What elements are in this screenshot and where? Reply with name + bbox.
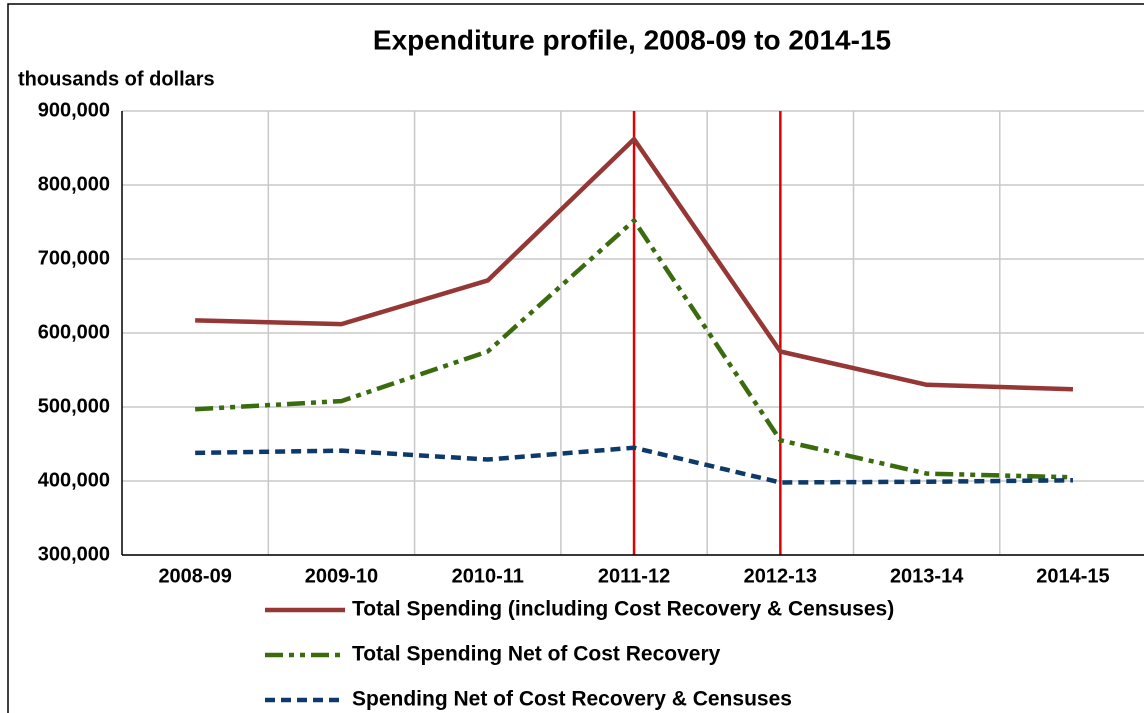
- y-tick-label: 900,000: [38, 99, 110, 121]
- y-tick-label: 300,000: [38, 543, 110, 565]
- x-tick-label: 2012-13: [744, 565, 817, 587]
- series-line: [195, 445, 1073, 485]
- series-line: [195, 218, 1074, 480]
- x-tick-label: 2009-10: [305, 565, 378, 587]
- y-tick-label: 700,000: [38, 247, 110, 269]
- y-axis-label: thousands of dollars: [18, 68, 215, 90]
- x-tick-label: 2010-11: [452, 565, 524, 587]
- y-tick-label: 400,000: [38, 469, 110, 491]
- y-tick-label: 800,000: [38, 173, 110, 195]
- y-tick-label: 500,000: [38, 395, 110, 417]
- x-tick-label: 2014-15: [1036, 565, 1109, 587]
- legend-label: Spending Net of Cost Recovery & Censuses: [352, 688, 792, 711]
- x-tick-label: 2008-09: [158, 565, 231, 587]
- series-line: [195, 136, 1074, 392]
- y-tick-label: 600,000: [38, 321, 110, 343]
- x-tick-label: 2011-12: [598, 565, 670, 587]
- x-tick-label: 2013-14: [890, 565, 964, 587]
- legend-label: Total Spending (including Cost Recovery …: [352, 598, 894, 621]
- chart-title: Expenditure profile, 2008-09 to 2014-15: [373, 24, 891, 55]
- legend-label: Total Spending Net of Cost Recovery: [352, 643, 721, 666]
- frame: [7, 3, 1144, 713]
